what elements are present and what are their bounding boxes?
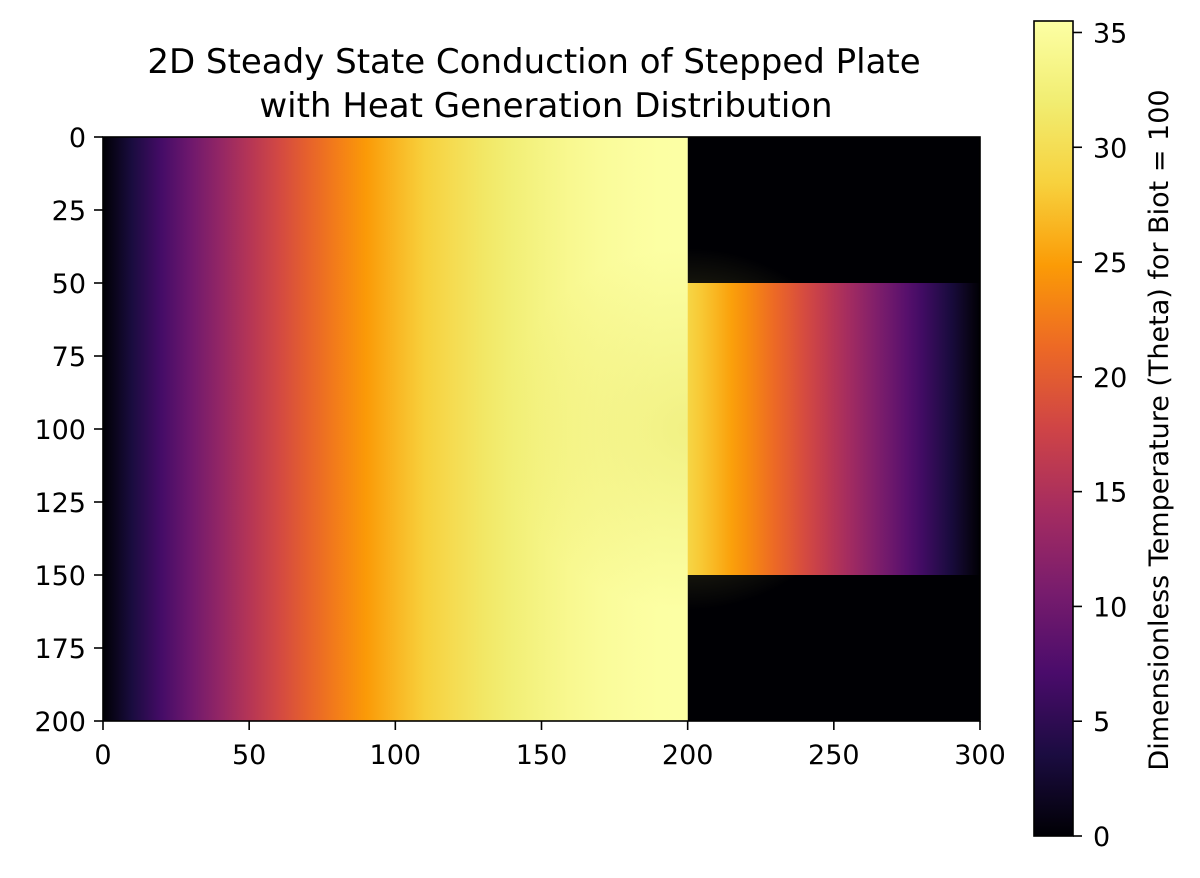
x-axis: 0 50 100 150 200 250 300 (94, 721, 1006, 771)
x-tick-label: 250 (808, 740, 860, 771)
colorbar-tick-label: 35 (1093, 18, 1127, 49)
x-tick-label: 300 (954, 740, 1006, 771)
colorbar-tick-label: 15 (1093, 478, 1127, 509)
x-tick-label: 50 (232, 740, 266, 771)
colorbar-tick-label: 10 (1093, 592, 1127, 623)
colorbar-tick-label: 25 (1093, 248, 1127, 279)
x-tick-label: 0 (94, 740, 111, 771)
x-tick-label: 200 (662, 740, 714, 771)
x-tick-label: 150 (516, 740, 568, 771)
heatmap-narrow-step (687, 283, 980, 575)
y-tick-label: 75 (52, 342, 86, 373)
colorbar-tick-label: 0 (1093, 822, 1110, 853)
y-tick-label: 100 (34, 415, 86, 446)
colorbar-tick-label: 30 (1093, 133, 1127, 164)
y-tick-label: 150 (34, 561, 86, 592)
x-tick-label: 100 (370, 740, 422, 771)
y-axis: 0 25 50 75 100 125 150 175 200 (34, 123, 103, 738)
colorbar-scale (1033, 20, 1074, 837)
y-tick-label: 50 (52, 269, 86, 300)
y-tick-label: 175 (34, 634, 86, 665)
chart-title-line-2: with Heat Generation Distribution (259, 86, 832, 126)
chart-title-line-1: 2D Steady State Conduction of Stepped Pl… (147, 42, 920, 82)
y-tick-label: 0 (69, 123, 86, 154)
colorbar-tick-label: 20 (1093, 363, 1127, 394)
y-tick-label: 125 (34, 488, 86, 519)
colorbar-label: Dimensionless Temperature (Theta) for Bi… (1144, 89, 1175, 770)
colorbar: 0 5 10 15 20 25 30 35 (1033, 18, 1127, 853)
y-tick-label: 25 (52, 196, 86, 227)
plot-area (102, 136, 981, 722)
y-tick-label: 200 (34, 707, 86, 738)
colorbar-tick-label: 5 (1093, 707, 1110, 738)
